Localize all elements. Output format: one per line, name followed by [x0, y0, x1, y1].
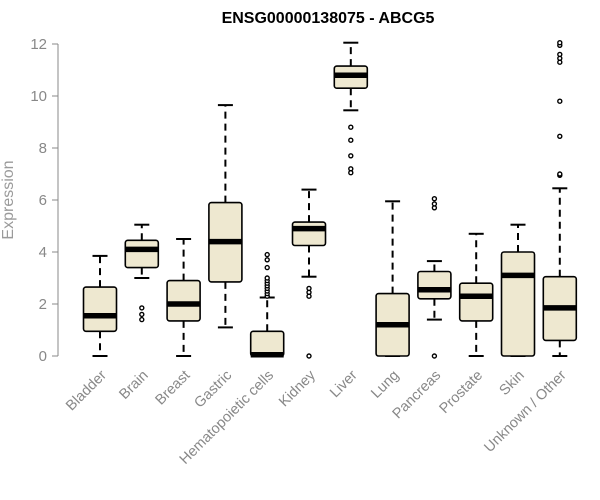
outlier-point	[264, 275, 270, 281]
outlier-point	[139, 305, 145, 311]
outlier-point	[348, 124, 354, 130]
outlier-point	[306, 285, 312, 292]
box-group	[500, 223, 536, 357]
outlier-point	[139, 316, 145, 323]
outlier-point	[431, 353, 438, 359]
box-group	[166, 238, 201, 357]
outlier-point	[264, 251, 270, 258]
y-axis-label: Expression	[0, 160, 17, 239]
x-tick-label: Bladder	[63, 367, 110, 414]
outlier-point	[348, 153, 354, 159]
outlier-point	[557, 51, 563, 58]
box-group	[417, 195, 452, 359]
y-axis: 0 2 4 6 8 10 12	[30, 36, 59, 365]
x-tick-label: Lung	[368, 368, 402, 402]
iqr-box	[458, 282, 494, 322]
iqr-box	[166, 279, 201, 322]
y-tick-label: 8	[39, 140, 47, 157]
y-tick-label: 2	[39, 296, 47, 313]
x-tick-label: Prostate	[437, 368, 486, 417]
box-group	[208, 104, 243, 329]
iqr-box	[291, 221, 327, 247]
outlier-point	[306, 353, 312, 359]
box-group	[249, 251, 285, 358]
box-group	[124, 223, 160, 323]
outlier-point	[557, 40, 563, 46]
x-tick-label: Kidney	[276, 367, 319, 410]
outlier-point	[431, 195, 438, 202]
outlier-point	[139, 311, 145, 318]
x-tick-label: Skin	[497, 368, 528, 399]
outlier-point	[348, 169, 354, 176]
iqr-box	[417, 270, 452, 300]
box-group	[542, 40, 578, 357]
x-tick-label: Breast	[152, 368, 193, 409]
y-tick-label: 10	[30, 88, 47, 105]
plot-area	[82, 40, 578, 359]
outlier-point	[431, 201, 438, 207]
y-tick-label: 0	[39, 348, 47, 365]
box-group	[375, 200, 410, 357]
outlier-point	[557, 133, 563, 140]
chart-title: ENSG00000138075 - ABCG5	[222, 10, 435, 27]
box-group	[291, 188, 327, 359]
box-group	[333, 41, 369, 176]
outlier-point	[264, 257, 270, 263]
x-tick-label: Liver	[327, 367, 361, 401]
iqr-box	[124, 239, 160, 269]
iqr-box	[500, 251, 536, 357]
outlier-point	[557, 98, 563, 104]
x-tick-label: Brain	[116, 368, 151, 403]
outlier-point	[348, 137, 354, 143]
box-group	[82, 254, 118, 357]
y-tick-label: 4	[39, 244, 47, 261]
outlier-point	[557, 171, 563, 177]
outlier-point	[264, 264, 270, 271]
box-group	[458, 232, 494, 357]
y-tick-label: 6	[39, 192, 47, 209]
iqr-box	[82, 286, 118, 333]
y-tick-label: 12	[30, 36, 47, 53]
